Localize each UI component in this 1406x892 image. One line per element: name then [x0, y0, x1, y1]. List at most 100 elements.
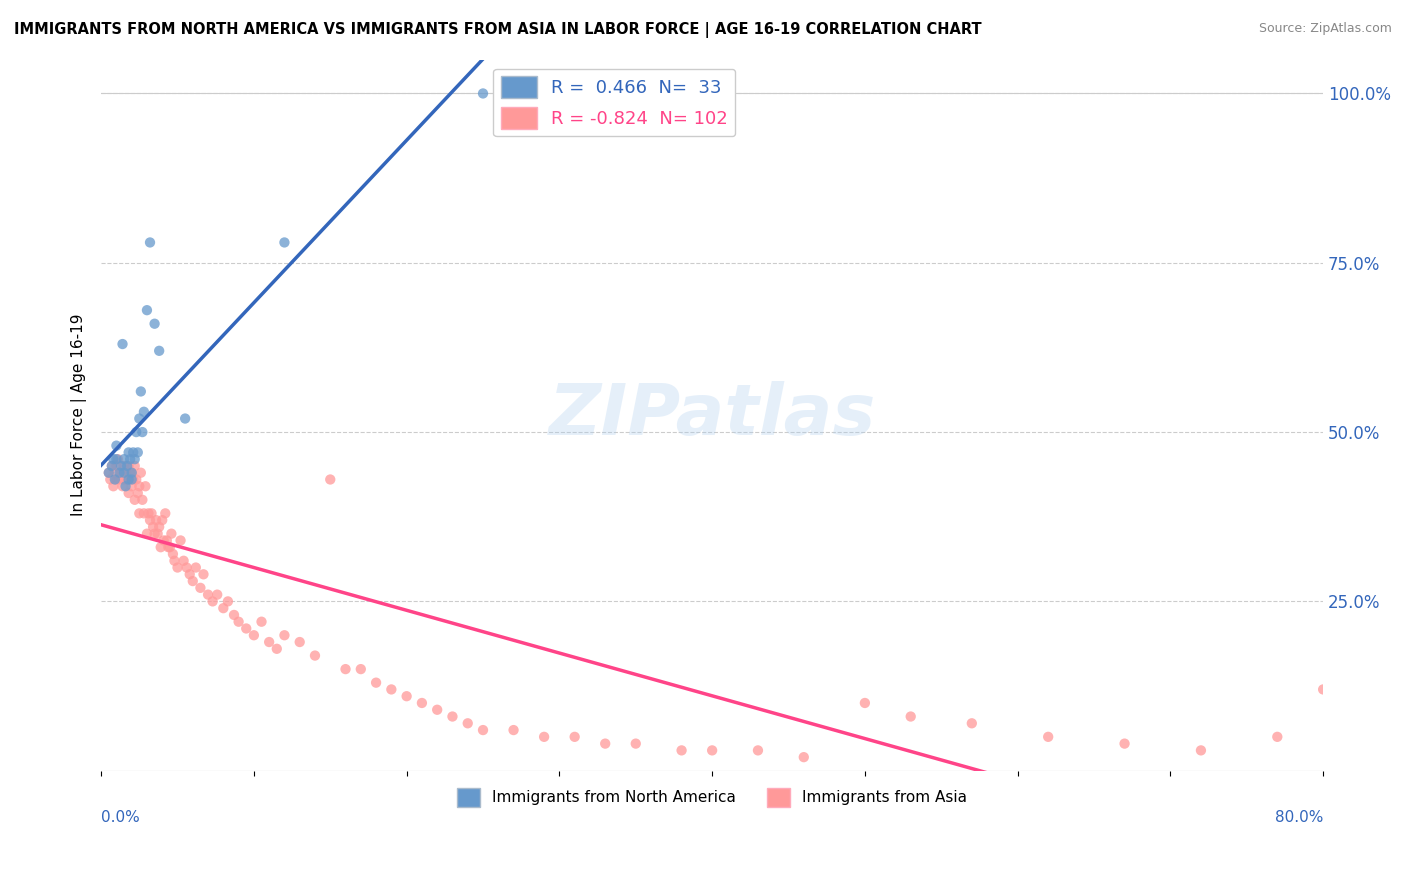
Point	[1038, 730, 1060, 744]
Point	[121, 466, 143, 480]
Point	[502, 723, 524, 737]
Point	[235, 622, 257, 636]
Point	[142, 520, 165, 534]
Point	[131, 425, 153, 439]
Point	[228, 615, 250, 629]
Point	[104, 466, 127, 480]
Point	[115, 473, 138, 487]
Point	[174, 411, 197, 425]
Point	[112, 466, 135, 480]
Point	[173, 554, 195, 568]
Point	[114, 466, 136, 480]
Point	[139, 235, 162, 250]
Point	[1189, 743, 1212, 757]
Point	[364, 675, 387, 690]
Point	[128, 411, 150, 425]
Point	[104, 473, 127, 487]
Point	[98, 473, 121, 487]
Point	[564, 730, 586, 744]
Point	[250, 615, 273, 629]
Point	[117, 473, 139, 487]
Point	[121, 466, 143, 480]
Point	[124, 492, 146, 507]
Point	[205, 588, 228, 602]
Point	[111, 337, 134, 351]
Point	[159, 540, 181, 554]
Point	[103, 479, 125, 493]
Point	[120, 452, 142, 467]
Point	[457, 716, 479, 731]
Point	[121, 473, 143, 487]
Legend: Immigrants from North America, Immigrants from Asia: Immigrants from North America, Immigrant…	[451, 782, 973, 813]
Point	[853, 696, 876, 710]
Point	[197, 588, 219, 602]
Point	[900, 709, 922, 723]
Point	[128, 479, 150, 493]
Point	[129, 466, 152, 480]
Point	[132, 405, 155, 419]
Point	[163, 554, 186, 568]
Point	[121, 479, 143, 493]
Point	[115, 458, 138, 473]
Point	[110, 458, 132, 473]
Point	[97, 466, 120, 480]
Point	[793, 750, 815, 764]
Point	[97, 466, 120, 480]
Point	[190, 581, 212, 595]
Point	[380, 682, 402, 697]
Point	[304, 648, 326, 663]
Point	[350, 662, 373, 676]
Point	[143, 526, 166, 541]
Point	[148, 520, 170, 534]
Point	[125, 473, 148, 487]
Point	[156, 533, 179, 548]
Point	[169, 533, 191, 548]
Point	[138, 507, 160, 521]
Text: ZIPatlas: ZIPatlas	[548, 381, 876, 450]
Point	[472, 723, 495, 737]
Point	[411, 696, 433, 710]
Point	[149, 540, 172, 554]
Point	[1265, 730, 1288, 744]
Point	[162, 547, 184, 561]
Point	[1114, 737, 1136, 751]
Point	[108, 466, 131, 480]
Point	[700, 743, 723, 757]
Point	[193, 567, 215, 582]
Point	[395, 690, 418, 704]
Point	[117, 486, 139, 500]
Point	[143, 317, 166, 331]
Point	[122, 445, 145, 459]
Point	[124, 458, 146, 473]
Point	[136, 303, 159, 318]
Point	[273, 235, 295, 250]
Point	[112, 452, 135, 467]
Point	[128, 507, 150, 521]
Point	[127, 445, 149, 459]
Point	[111, 479, 134, 493]
Point	[103, 452, 125, 467]
Point	[112, 458, 135, 473]
Point	[101, 458, 124, 473]
Point	[166, 560, 188, 574]
Point	[181, 574, 204, 588]
Point	[127, 486, 149, 500]
Point	[533, 730, 555, 744]
Point	[117, 458, 139, 473]
Point	[107, 452, 129, 467]
Point	[122, 473, 145, 487]
Point	[131, 492, 153, 507]
Point	[141, 507, 163, 521]
Point	[124, 452, 146, 467]
Point	[105, 439, 128, 453]
Point	[960, 716, 983, 731]
Point	[108, 473, 131, 487]
Point	[747, 743, 769, 757]
Point	[273, 628, 295, 642]
Point	[624, 737, 647, 751]
Point	[125, 425, 148, 439]
Point	[266, 641, 288, 656]
Text: Source: ZipAtlas.com: Source: ZipAtlas.com	[1258, 22, 1392, 36]
Point	[1312, 682, 1334, 697]
Point	[319, 473, 342, 487]
